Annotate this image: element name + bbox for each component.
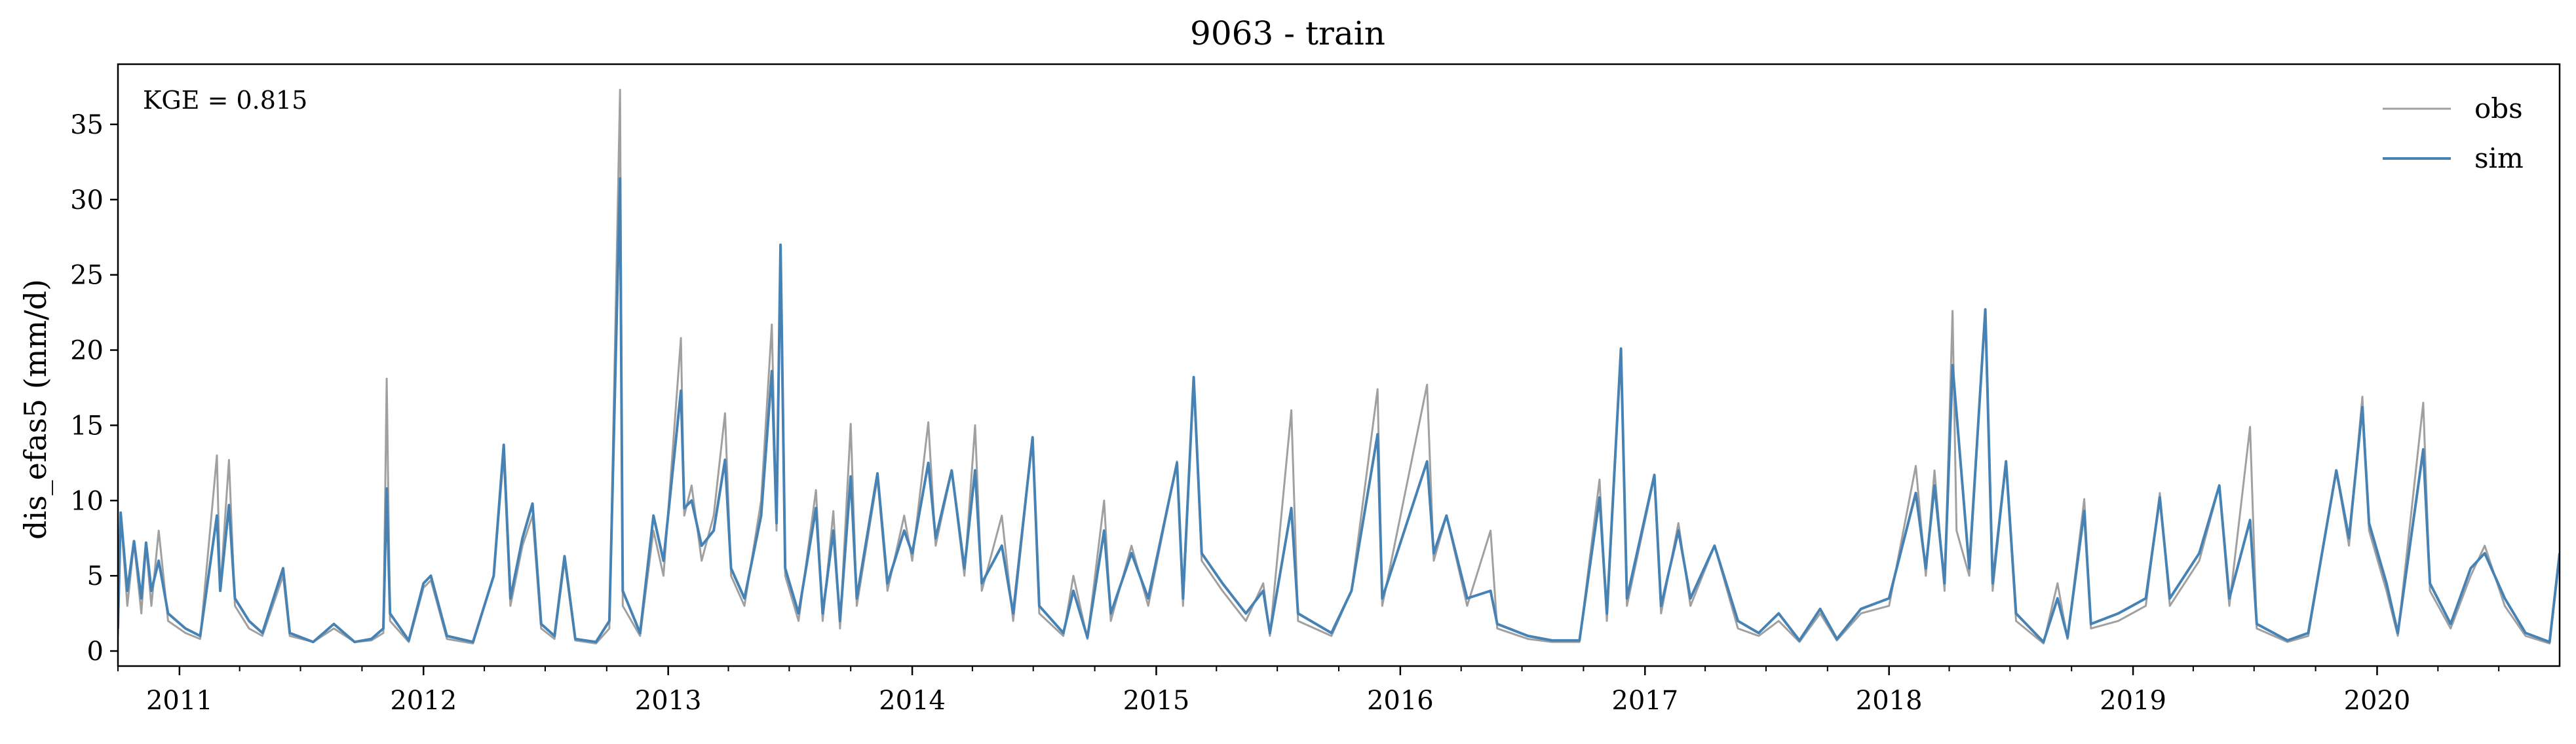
x-tick-label-2020: 2020 [2344, 686, 2411, 716]
x-tick-label-2018: 2018 [1856, 686, 1923, 716]
x-tick-label-2017: 2017 [1611, 686, 1678, 716]
y-tick-label-20: 20 [70, 336, 104, 366]
y-tick-label-15: 15 [70, 411, 104, 441]
y-tick-label-5: 5 [87, 561, 104, 591]
legend-label-obs: obs [2474, 92, 2523, 124]
x-tick-label-2019: 2019 [2100, 686, 2166, 716]
y-tick-label-0: 0 [87, 637, 104, 667]
y-axis-label: dis_efas5 (mm/d) [18, 279, 53, 540]
kge-annotation: KGE = 0.815 [143, 86, 307, 115]
x-tick-label-2014: 2014 [879, 686, 946, 716]
x-tick-label-2016: 2016 [1367, 686, 1434, 716]
x-tick-label-2011: 2011 [146, 686, 213, 716]
plot-area: 0 5 10 15 20 25 30 35 2011 2012 2013 2014 2015 2016 20… [70, 63, 2561, 716]
y-tick-label-10: 10 [70, 486, 104, 516]
legend-label-sim: sim [2474, 142, 2524, 174]
x-tick-label-2012: 2012 [390, 686, 457, 716]
x-tick-label-2013: 2013 [635, 686, 702, 716]
chart-title: 9063 - train [1190, 14, 1385, 52]
y-tick-label-25: 25 [70, 261, 104, 291]
x-tick-label-2015: 2015 [1123, 686, 1190, 716]
series-line-sim [118, 177, 2560, 644]
y-tick-label-30: 30 [70, 185, 104, 215]
legend: obs sim [2383, 92, 2524, 174]
y-tick-label-35: 35 [70, 110, 104, 140]
